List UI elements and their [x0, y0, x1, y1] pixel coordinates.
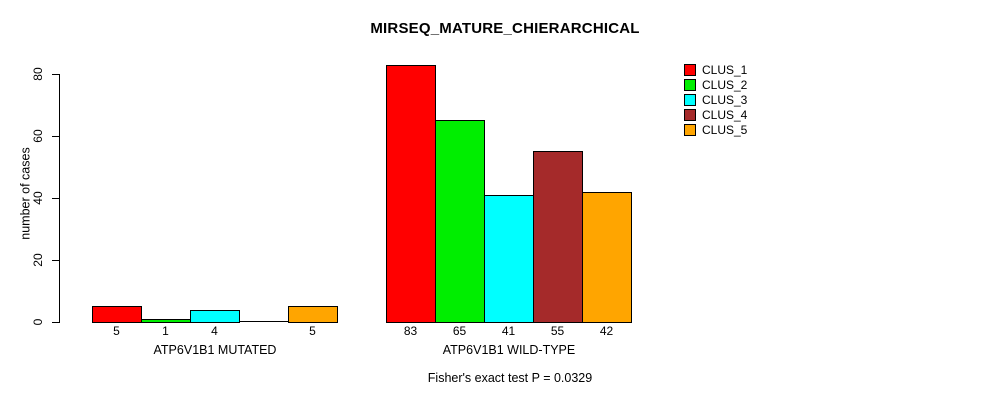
y-tick	[52, 74, 59, 75]
y-tick	[52, 260, 59, 261]
legend-label-clus-2: CLUS_2	[702, 78, 748, 92]
bar-value-label: 42	[599, 324, 614, 338]
bar-value-label: 55	[550, 324, 565, 338]
y-tick-label: 60	[31, 129, 45, 143]
legend-swatch-clus-4	[684, 109, 696, 121]
y-tick-label: 0	[31, 318, 45, 326]
legend-label-clus-3: CLUS_3	[702, 93, 748, 107]
bar-clus-5-group-2	[582, 192, 632, 323]
bar-clus-1-group-1	[92, 306, 142, 323]
bar-value-label: 83	[403, 324, 418, 338]
bar-value-label: 41	[501, 324, 516, 338]
legend-swatch-clus-2	[684, 79, 696, 91]
legend-swatch-clus-5	[684, 124, 696, 136]
footnote: Fisher's exact test P = 0.0329	[427, 371, 593, 385]
y-tick-label: 80	[31, 67, 45, 81]
bar-value-label: 5	[113, 324, 120, 338]
bar-clus-2-group-2	[435, 120, 485, 323]
bar-value-label: 4	[211, 324, 218, 338]
bar-clus-1-group-2	[386, 65, 436, 323]
bar-clus-4-group-2	[533, 151, 583, 323]
x-group-label-mutated: ATP6V1B1 MUTATED	[153, 343, 277, 357]
y-tick	[52, 198, 59, 199]
chart-title: MIRSEQ_MATURE_CHIERARCHICAL	[370, 20, 640, 37]
y-tick	[52, 322, 59, 323]
y-tick-label: 20	[31, 253, 45, 267]
y-tick-label: 40	[31, 191, 45, 205]
bar-value-label: 1	[162, 324, 169, 338]
bar-clus-4-group-1-zero	[239, 321, 289, 322]
y-tick	[52, 136, 59, 137]
bar-value-label: 65	[452, 324, 467, 338]
legend-swatch-clus-1	[684, 64, 696, 76]
bar-clus-3-group-2	[484, 195, 534, 323]
y-axis-line	[59, 74, 60, 323]
legend-label-clus-5: CLUS_5	[702, 123, 748, 137]
legend-swatch-clus-3	[684, 94, 696, 106]
bar-clus-3-group-1	[190, 310, 240, 323]
bar-clus-5-group-1	[288, 306, 338, 323]
legend-label-clus-4: CLUS_4	[702, 108, 748, 122]
bar-clus-2-group-1	[141, 319, 191, 323]
bar-value-label: 5	[309, 324, 316, 338]
legend-label-clus-1: CLUS_1	[702, 63, 748, 77]
x-group-label-wild-type: ATP6V1B1 WILD-TYPE	[442, 343, 576, 357]
